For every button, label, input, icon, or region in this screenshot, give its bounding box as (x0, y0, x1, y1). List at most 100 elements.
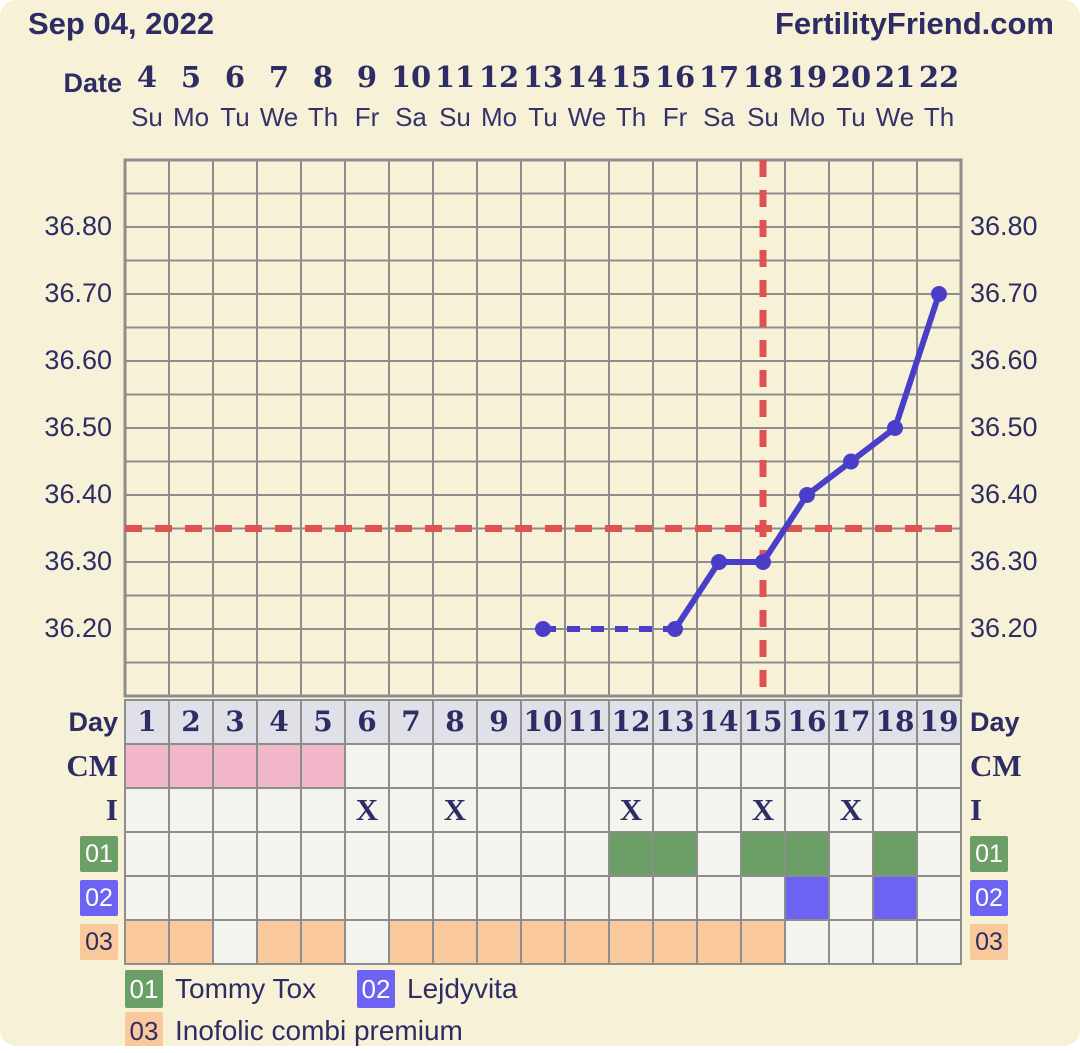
temperature-point[interactable] (799, 487, 815, 503)
med-cell-03[interactable] (916, 919, 962, 965)
day-cell[interactable]: 18 (872, 699, 918, 745)
med-cell-03[interactable] (828, 919, 874, 965)
day-cell[interactable]: 19 (916, 699, 962, 745)
temperature-point[interactable] (887, 420, 903, 436)
intercourse-cell[interactable]: X (432, 787, 478, 833)
intercourse-cell[interactable] (872, 787, 918, 833)
intercourse-cell[interactable] (784, 787, 830, 833)
brand-link[interactable]: FertilityFriend.com (774, 6, 1054, 41)
med-cell-03[interactable] (564, 919, 610, 965)
med-cell-01[interactable] (652, 831, 698, 877)
med-cell-03[interactable] (256, 919, 302, 965)
med-cell-02[interactable] (520, 875, 566, 921)
intercourse-cell[interactable]: X (344, 787, 390, 833)
intercourse-cell[interactable] (388, 787, 434, 833)
intercourse-cell[interactable] (652, 787, 698, 833)
med-cell-01[interactable] (300, 831, 346, 877)
med-cell-01[interactable] (212, 831, 258, 877)
med-cell-02[interactable] (652, 875, 698, 921)
cm-cell[interactable] (168, 743, 214, 789)
day-cell[interactable]: 1 (124, 699, 170, 745)
med-cell-01[interactable] (476, 831, 522, 877)
temperature-point[interactable] (931, 286, 947, 302)
med-cell-03[interactable] (476, 919, 522, 965)
day-cell[interactable]: 5 (300, 699, 346, 745)
day-cell[interactable]: 6 (344, 699, 390, 745)
med-cell-03[interactable] (168, 919, 214, 965)
med-cell-02[interactable] (388, 875, 434, 921)
day-cell[interactable]: 14 (696, 699, 742, 745)
med-cell-01[interactable] (388, 831, 434, 877)
cm-cell[interactable] (652, 743, 698, 789)
intercourse-cell[interactable] (520, 787, 566, 833)
intercourse-cell[interactable]: X (608, 787, 654, 833)
day-cell[interactable]: 16 (784, 699, 830, 745)
cm-cell[interactable] (256, 743, 302, 789)
cm-cell[interactable] (564, 743, 610, 789)
day-cell[interactable]: 2 (168, 699, 214, 745)
day-cell[interactable]: 3 (212, 699, 258, 745)
intercourse-cell[interactable] (564, 787, 610, 833)
cm-cell[interactable] (740, 743, 786, 789)
med-cell-01[interactable] (520, 831, 566, 877)
intercourse-cell[interactable] (124, 787, 170, 833)
cm-cell[interactable] (476, 743, 522, 789)
temperature-point[interactable] (667, 621, 683, 637)
med-cell-02[interactable] (916, 875, 962, 921)
bbt-chart[interactable] (123, 158, 963, 704)
cm-cell[interactable] (344, 743, 390, 789)
cm-cell[interactable] (784, 743, 830, 789)
intercourse-cell[interactable] (476, 787, 522, 833)
day-cell[interactable]: 7 (388, 699, 434, 745)
med-cell-01[interactable] (784, 831, 830, 877)
med-cell-01[interactable] (168, 831, 214, 877)
day-cell[interactable]: 4 (256, 699, 302, 745)
cm-cell[interactable] (696, 743, 742, 789)
cm-cell[interactable] (520, 743, 566, 789)
intercourse-cell[interactable] (916, 787, 962, 833)
med-cell-02[interactable] (784, 875, 830, 921)
cm-cell[interactable] (388, 743, 434, 789)
cm-cell[interactable] (300, 743, 346, 789)
cm-cell[interactable] (916, 743, 962, 789)
temperature-point[interactable] (535, 621, 551, 637)
med-cell-03[interactable] (388, 919, 434, 965)
cm-cell[interactable] (828, 743, 874, 789)
med-cell-01[interactable] (124, 831, 170, 877)
med-cell-01[interactable] (872, 831, 918, 877)
med-cell-03[interactable] (300, 919, 346, 965)
med-cell-01[interactable] (696, 831, 742, 877)
intercourse-cell[interactable] (256, 787, 302, 833)
day-cell[interactable]: 12 (608, 699, 654, 745)
temperature-point[interactable] (843, 453, 859, 470)
med-cell-03[interactable] (344, 919, 390, 965)
day-cell[interactable]: 8 (432, 699, 478, 745)
day-cell[interactable]: 9 (476, 699, 522, 745)
cm-cell[interactable] (124, 743, 170, 789)
med-cell-03[interactable] (696, 919, 742, 965)
intercourse-cell[interactable] (168, 787, 214, 833)
med-cell-02[interactable] (432, 875, 478, 921)
med-cell-01[interactable] (608, 831, 654, 877)
med-cell-02[interactable] (476, 875, 522, 921)
cm-cell[interactable] (872, 743, 918, 789)
med-cell-03[interactable] (740, 919, 786, 965)
med-cell-02[interactable] (124, 875, 170, 921)
med-cell-02[interactable] (696, 875, 742, 921)
day-cell[interactable]: 13 (652, 699, 698, 745)
med-cell-02[interactable] (168, 875, 214, 921)
cm-cell[interactable] (212, 743, 258, 789)
day-cell[interactable]: 10 (520, 699, 566, 745)
med-cell-03[interactable] (432, 919, 478, 965)
med-cell-01[interactable] (828, 831, 874, 877)
med-cell-01[interactable] (916, 831, 962, 877)
med-cell-03[interactable] (124, 919, 170, 965)
day-cell[interactable]: 15 (740, 699, 786, 745)
med-cell-03[interactable] (872, 919, 918, 965)
med-cell-02[interactable] (740, 875, 786, 921)
med-cell-02[interactable] (212, 875, 258, 921)
cm-cell[interactable] (608, 743, 654, 789)
med-cell-01[interactable] (256, 831, 302, 877)
med-cell-02[interactable] (300, 875, 346, 921)
med-cell-02[interactable] (564, 875, 610, 921)
